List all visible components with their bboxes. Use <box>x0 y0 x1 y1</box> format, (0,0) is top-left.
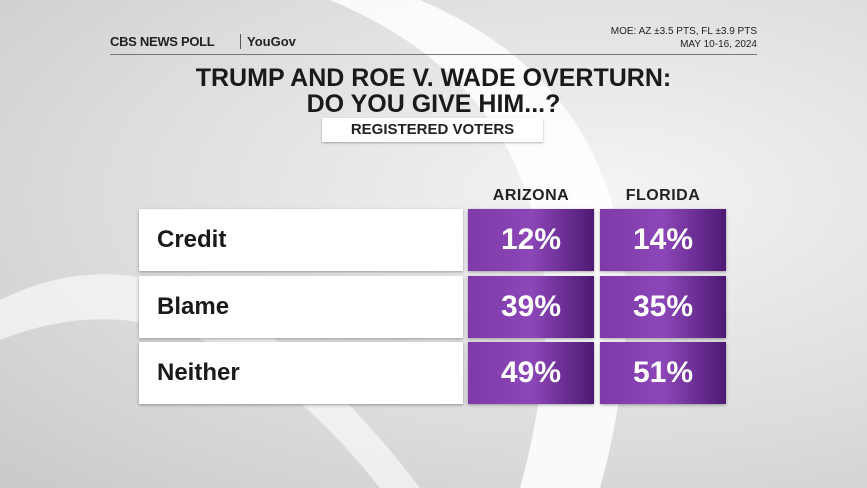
column-header: FLORIDA <box>625 187 701 204</box>
moe: MOE: AZ ±3.5 PTS, FL ±3.9 PTS <box>610 26 757 37</box>
row-label: Blame <box>139 275 463 338</box>
title: DO YOU GIVE HIM...? <box>306 90 561 118</box>
value-cell: 35% <box>600 275 726 338</box>
row-label: Credit <box>139 209 463 271</box>
partner: YouGov <box>240 34 296 49</box>
row-label: Neither <box>139 342 463 404</box>
brand: CBS NEWS POLL <box>110 34 215 49</box>
value-cell: 51% <box>600 342 726 404</box>
dates: MAY 10-16, 2024 <box>680 39 757 50</box>
value-cell: 49% <box>468 342 594 404</box>
column-header: ARIZONA <box>492 187 570 204</box>
header-rule <box>110 54 757 55</box>
subtitle: REGISTERED VOTERS <box>322 118 543 142</box>
value-cell: 14% <box>600 209 726 271</box>
value-cell: 12% <box>468 209 594 271</box>
title: TRUMP AND ROE V. WADE OVERTURN: <box>195 64 672 92</box>
value-cell: 39% <box>468 275 594 338</box>
